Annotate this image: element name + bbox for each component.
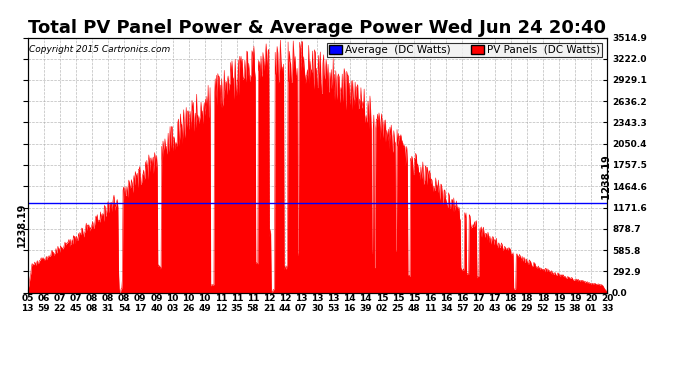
Legend: Average  (DC Watts), PV Panels  (DC Watts): Average (DC Watts), PV Panels (DC Watts) [327, 43, 602, 57]
Text: 1238.19: 1238.19 [17, 202, 27, 247]
Text: Copyright 2015 Cartronics.com: Copyright 2015 Cartronics.com [29, 45, 170, 54]
Title: Total PV Panel Power & Average Power Wed Jun 24 20:40: Total PV Panel Power & Average Power Wed… [28, 20, 607, 38]
Text: 1238.19: 1238.19 [602, 155, 612, 203]
